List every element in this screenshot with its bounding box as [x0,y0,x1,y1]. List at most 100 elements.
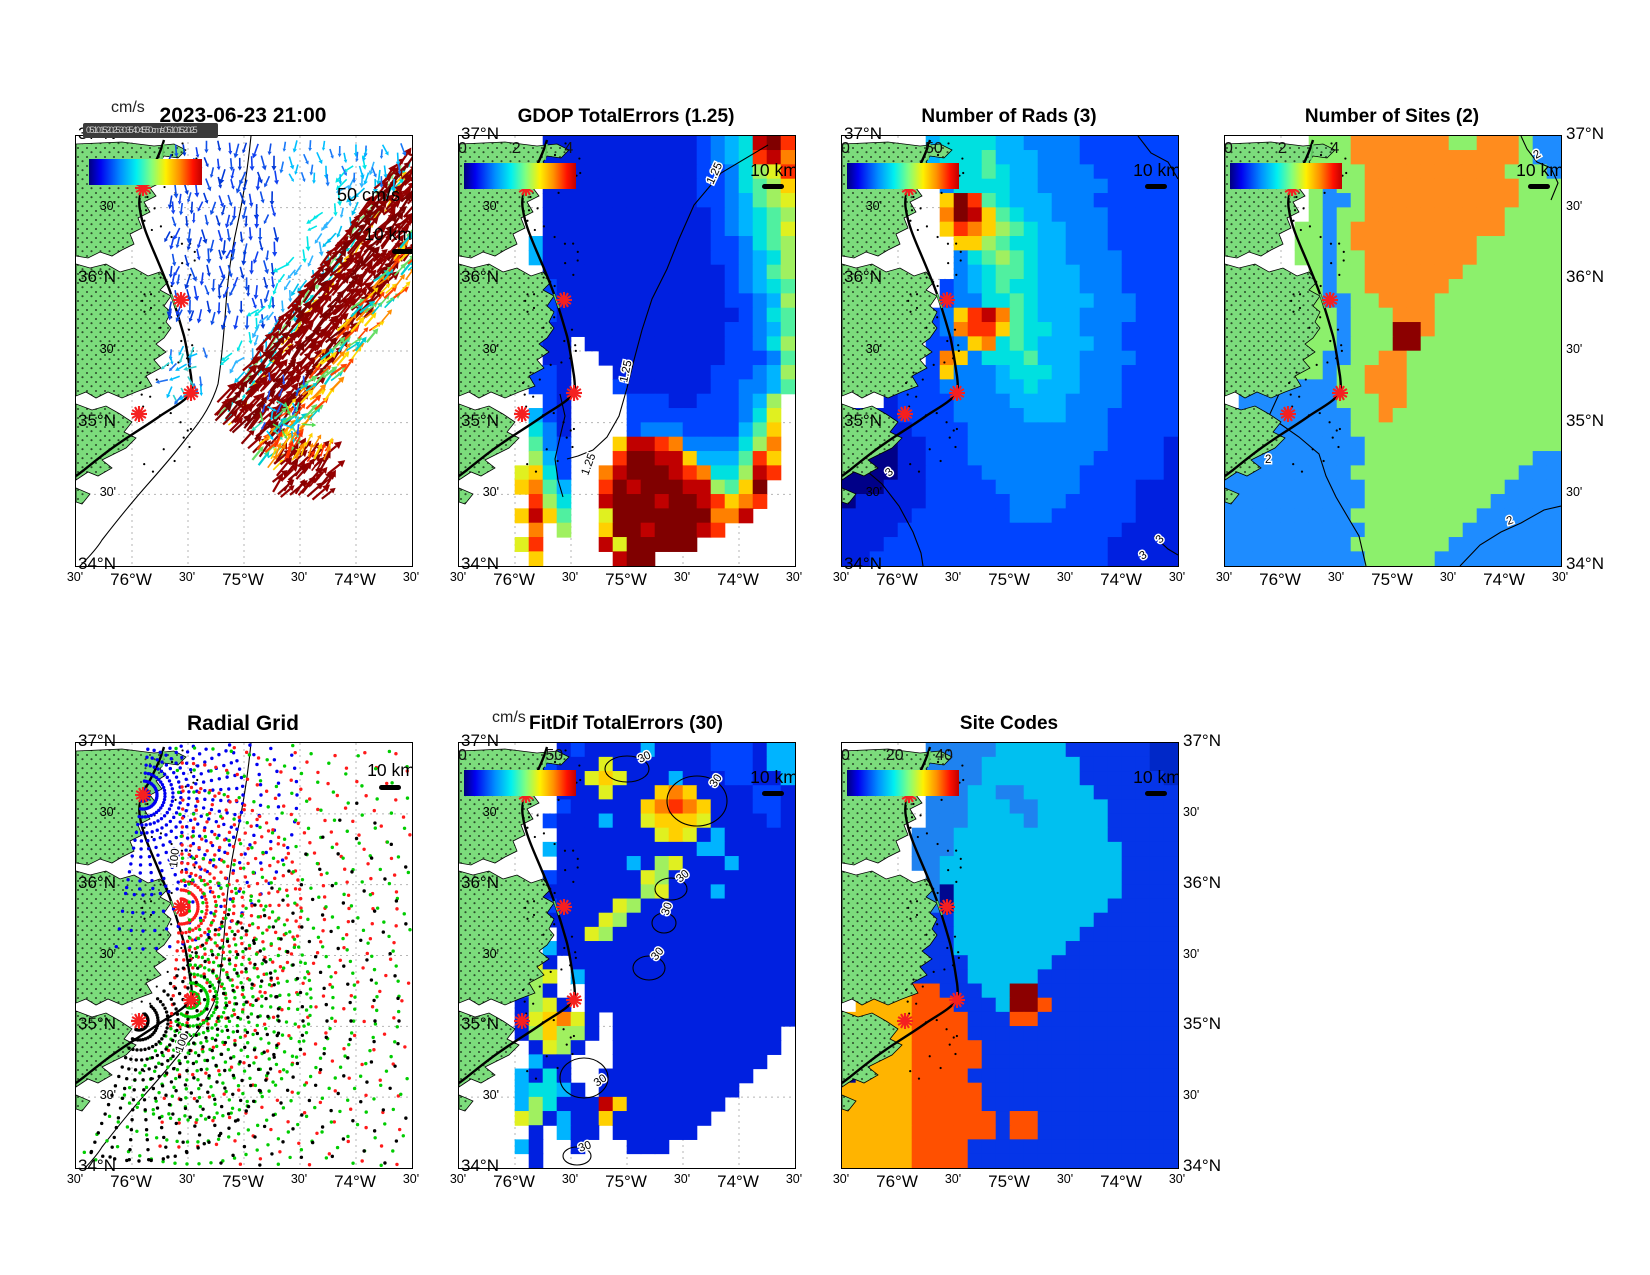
y-axis-tick-label: 36°N [844,267,882,287]
x-axis-tick-label: 75°W [222,570,264,589]
colorbar-tick-label: 50 [545,747,564,764]
y-axis-tick-label: 35°N [844,410,882,430]
y-axis-tick-label: 34°N [844,554,882,573]
map-number-of-sites: 2 2 2 10 km 0 2 4 [1224,135,1562,567]
y-axis-tick-label: 30' [99,804,116,819]
scale-bar [762,184,784,189]
x-axis-tick-label: 30' [673,1172,691,1186]
y-axis-tick-label: 34°N [1183,1156,1221,1175]
scale-bar-label: 10 km [1133,160,1178,180]
colorbar [464,770,576,796]
x-axis-tick-label: 74°W [717,570,759,589]
reference-vector-label: 50 cm/s [337,185,401,205]
map-gdop: 1.25 1.25 1.25 10 km 0 2 4 [458,135,796,567]
y-axis-tick-label: 30' [482,804,499,819]
x-axis-tick-label: 30' [402,1172,420,1186]
y-axis-tick-label: 36°N [78,267,116,287]
x-axis-tick-label: 74°W [1483,570,1525,589]
scale-bar [1145,791,1167,796]
x-axis-tick-label: 30' [1551,570,1569,584]
y-axis-tick-label: 30' [1566,485,1583,500]
colorbar-tick-label: 4 [1330,140,1340,157]
map-surface-currents: 10 km [75,135,413,567]
colorbar-tick-label: 50 [925,140,943,157]
panel-title: Site Codes [959,713,1059,734]
x-axis-tick-label: 30' [944,1172,962,1186]
x-axis-tick-label: 30' [449,570,467,584]
y-axis-tick-label: 35°N [78,1014,116,1034]
colorbar-unit-label: cm/s [492,709,526,726]
colorbar-unit-label: cm/s [111,99,145,116]
scale-bar-label: 10 km [750,160,795,180]
x-axis-tick-label: 76°W [493,1172,535,1191]
colorbar [89,159,202,185]
x-axis-tick-label: 30' [1056,1172,1074,1186]
x-axis-tick-label: 75°W [988,1172,1030,1191]
x-axis-tick-label: 30' [290,570,308,584]
scale-bar [1528,184,1550,189]
x-axis-tick-label: 75°W [605,1172,647,1191]
y-axis-tick-label: 35°N [461,1014,499,1034]
y-axis-tick-label: 30' [99,1088,116,1103]
y-axis-tick-label: 30' [99,198,116,213]
colorbar-tick-label: 0 [458,747,467,764]
x-axis-tick-label: 76°W [876,1172,918,1191]
scale-bar [762,791,784,796]
x-axis-tick-label: 30' [178,570,196,584]
y-axis-tick-label: 36°N [461,872,499,892]
colorbar-tick-label: 0 [841,747,850,764]
colorbar [464,163,576,189]
scale-bar [379,785,401,790]
scale-bar [1145,184,1167,189]
x-axis-tick-label: 76°W [110,1172,152,1191]
y-axis-tick-label: 34°N [78,1156,116,1175]
y-axis-tick-label: 35°N [461,410,499,430]
contour-label: 100 [168,848,182,868]
y-axis-tick-label: 36°N [1183,872,1221,892]
y-axis-tick-label: 34°N [1566,554,1604,573]
y-axis-tick-label: 35°N [78,410,116,430]
x-axis-tick-label: 74°W [1100,1172,1142,1191]
x-axis-tick-label: 76°W [493,570,535,589]
y-axis-tick-label: 36°N [461,267,499,287]
x-axis-tick-label: 74°W [1100,570,1142,589]
contour-label: 1.25 [580,452,599,477]
map-number-of-rads: 3 3 3 10 km 0 50 [841,135,1179,567]
colorbar-tick-label: 2 [511,140,521,157]
y-axis-tick-label: 37°N [461,124,499,143]
y-axis-tick-label: 37°N [1183,731,1221,750]
x-axis-tick-label: 76°W [1259,570,1301,589]
y-axis-tick-label: 35°N [1183,1014,1221,1034]
x-axis-tick-label: 30' [66,1172,84,1186]
y-axis-tick-label: 30' [1566,342,1583,356]
x-axis-tick-label: 30' [1056,570,1074,584]
y-axis-tick-label: 34°N [461,1156,499,1175]
x-axis-tick-label: 74°W [334,570,376,589]
x-axis-tick-label: 30' [561,570,579,584]
y-axis-tick-label: 30' [482,198,499,213]
x-axis-tick-label: 75°W [222,1172,264,1191]
scale-bar-label: 10 km [1516,160,1561,180]
scale-bar-label: 10 km [750,767,795,787]
y-axis-tick-label: 37°N [461,731,499,750]
panel-title: Number of Sites (2) [1304,106,1480,127]
x-axis-tick-label: 74°W [334,1172,376,1191]
x-axis-tick-label: 30' [673,570,691,584]
y-axis-tick-label: 36°N [78,872,116,892]
colorbar-tick-label: 20 [885,747,904,764]
y-axis-tick-label: 34°N [461,554,499,573]
panel-title: Radial Grid [186,712,300,735]
y-axis-tick-label: 30' [1183,804,1200,819]
panel-title: 2023-06-23 21:00 [159,104,327,127]
x-axis-tick-label: 30' [449,1172,467,1186]
y-axis-tick-label: 30' [99,946,116,961]
y-axis-tick-label: 34°N [78,554,116,573]
x-axis-tick-label: 30' [944,570,962,584]
y-axis-tick-label: 30' [482,1088,499,1103]
map-radial-grid: 100 100 10 km [75,742,413,1169]
y-axis-tick-label: 35°N [1566,410,1604,430]
x-axis-tick-label: 30' [1215,570,1233,584]
y-axis-tick-label: 30' [482,946,499,961]
y-axis-tick-label: 30' [1183,946,1200,961]
y-axis-tick-label: 30' [865,485,882,500]
